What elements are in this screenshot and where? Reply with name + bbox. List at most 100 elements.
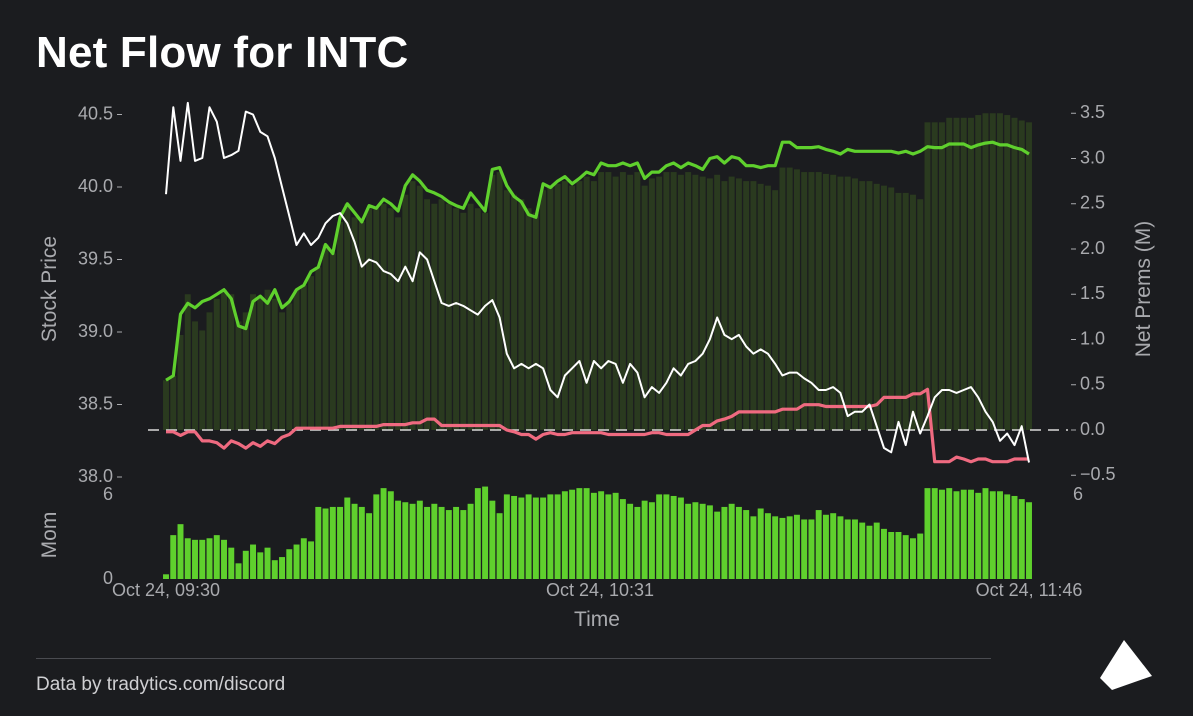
mom-bar <box>561 491 568 579</box>
mom-bar <box>627 503 634 579</box>
mom-bar <box>416 500 423 579</box>
net-prem-bar <box>779 167 786 431</box>
mom-bar <box>931 488 938 579</box>
mom-bar <box>1018 499 1025 579</box>
mom-bar <box>511 495 518 579</box>
mom-bar <box>714 511 721 579</box>
mom-bar <box>554 494 561 579</box>
net-prem-bar <box>496 172 503 430</box>
mom-bar <box>793 514 800 579</box>
footer-divider <box>36 658 991 659</box>
net-prem-bar <box>221 289 227 430</box>
net-prem-bar <box>1004 115 1011 430</box>
net-prem-bar <box>438 199 445 430</box>
mom-bar <box>917 533 924 579</box>
mom-bar <box>482 486 489 579</box>
net-prem-bar <box>242 312 249 430</box>
net-prem-bar <box>837 176 844 430</box>
net-prem-bar <box>409 181 416 430</box>
mom-bar <box>467 503 474 579</box>
mom-bar <box>264 547 271 579</box>
mom-bar <box>192 539 198 579</box>
mom-bar <box>648 502 655 579</box>
right-tick-label: 2.5 <box>1080 193 1105 213</box>
mom-bar <box>286 549 293 579</box>
right-tick-label: 3.0 <box>1080 147 1105 167</box>
left-tick-label: 40.5 <box>78 103 113 123</box>
net-prem-bar <box>380 203 387 430</box>
net-prem-bar <box>445 203 452 430</box>
mom-bar <box>387 491 394 579</box>
net-prem-bars <box>163 113 1032 431</box>
net-prem-bar <box>605 172 612 430</box>
mom-bar <box>939 489 945 579</box>
mom-bar <box>293 544 300 579</box>
mom-bar <box>329 506 336 579</box>
net-prem-bar <box>997 113 1003 430</box>
net-prem-bar <box>815 172 822 430</box>
net-prem-bar <box>308 276 315 430</box>
net-prem-bar <box>344 203 351 430</box>
left-tick-label: 38.0 <box>78 466 113 486</box>
mom-bar <box>177 524 184 579</box>
right-tick-label: 2.0 <box>1080 238 1105 258</box>
net-prem-bar <box>583 176 590 430</box>
left-tick-label: 39.0 <box>78 321 113 341</box>
mom-bar <box>496 513 503 579</box>
mom-bar <box>547 494 554 579</box>
mom-bar <box>540 497 547 579</box>
mom-bar <box>1011 495 1018 579</box>
net-prem-bar <box>286 303 293 430</box>
net-prem-bar <box>547 185 554 430</box>
net-prem-bar <box>315 267 322 430</box>
mom-bar <box>431 503 438 579</box>
net-prem-bar <box>641 185 648 430</box>
net-prem-bar <box>953 117 960 431</box>
mom-bar <box>822 514 829 579</box>
net-prem-bar <box>619 172 626 430</box>
net-prem-bar <box>728 176 735 430</box>
mom-bar <box>518 497 525 579</box>
net-prem-bar <box>590 181 597 430</box>
mom-right-tick-label: 6 <box>1073 484 1083 504</box>
net-prem-bar <box>960 117 967 431</box>
net-prem-bar <box>511 194 518 430</box>
net-prem-bar <box>975 115 982 430</box>
net-prem-bar <box>830 174 837 430</box>
mom-bar <box>271 560 278 579</box>
net-prem-bar <box>663 172 670 430</box>
net-prem-bar <box>917 199 924 430</box>
x-tick-label: Oct 24, 10:31 <box>546 580 654 600</box>
mom-bar <box>692 502 699 579</box>
mom-left-tick-label: 0 <box>103 568 113 588</box>
mom-bar <box>322 508 329 579</box>
mom-bar <box>424 506 431 579</box>
net-prem-bar <box>844 176 851 430</box>
net-prem-bar <box>228 294 235 430</box>
net-prem-bar <box>453 208 460 430</box>
mom-bar <box>605 494 612 579</box>
net-prem-bar <box>743 181 750 430</box>
puts-line <box>166 387 1029 464</box>
mom-bar <box>199 539 206 579</box>
mom-bar <box>503 494 510 579</box>
net-prem-bar <box>503 190 510 430</box>
footer-credit: Data by tradytics.com/discord <box>36 674 286 695</box>
mom-bar <box>873 522 880 579</box>
mom-bar <box>779 517 786 579</box>
right-tick-label: 1.5 <box>1080 283 1105 303</box>
mom-bar <box>1004 494 1011 579</box>
mom-bar <box>801 519 808 579</box>
mom-bar <box>706 505 713 579</box>
net-prem-bar <box>163 380 169 430</box>
mom-bar <box>859 522 866 579</box>
x-axis-label: Time <box>574 608 620 631</box>
net-prem-bar <box>561 181 568 430</box>
net-prem-bar <box>721 181 728 430</box>
chart-title: Net Flow for INTC <box>36 28 409 77</box>
mom-bar <box>663 494 670 579</box>
net-prem-bar <box>888 187 895 430</box>
net-prem-bar <box>569 185 576 430</box>
right-axis-label: Net Prems (M) <box>1132 221 1155 358</box>
net-prem-bar <box>235 321 242 430</box>
